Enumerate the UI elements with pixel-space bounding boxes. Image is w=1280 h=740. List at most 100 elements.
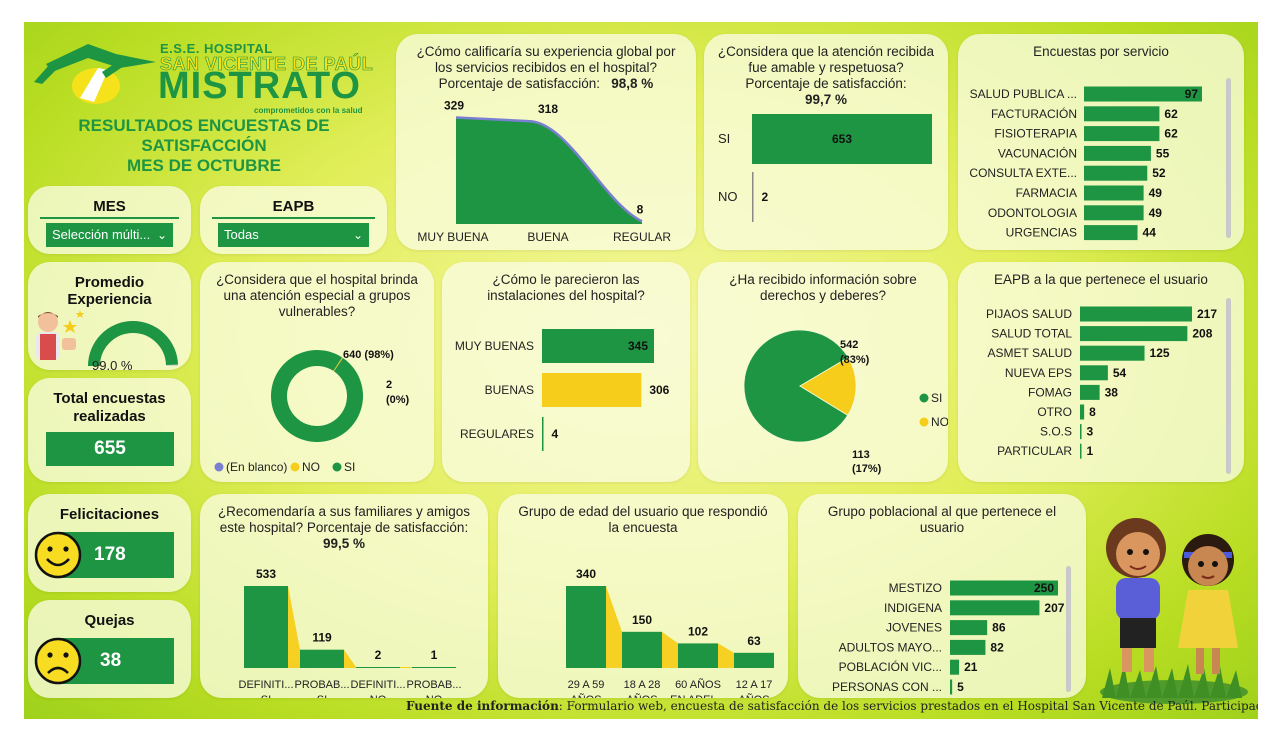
data-label: 21: [964, 660, 978, 674]
chart-instalaciones: MUY BUENAS 345 BUENAS 306 REGULARES 4: [455, 329, 670, 451]
area-series: [456, 117, 642, 224]
filter-mes-dropdown[interactable]: Selección múlti... ⌄: [46, 223, 173, 247]
x-tick-label: PROBAB...: [406, 679, 461, 691]
category-label: REGULARES: [460, 427, 534, 441]
filter-eapb-dropdown[interactable]: Todas ⌄: [218, 223, 369, 247]
chart-servicio-card: Encuestas por servicio SALUD PUBLICA ...…: [958, 34, 1244, 250]
category-label: ADULTOS MAYO...: [839, 640, 942, 654]
bar: [950, 580, 1058, 596]
x-tick-label: AÑOS: [570, 693, 601, 698]
category-label: PARTICULAR: [997, 444, 1072, 458]
kpi-quejas-value: 38: [100, 650, 122, 671]
bar: [300, 649, 344, 668]
data-label: 62: [1164, 127, 1178, 141]
bar: [542, 373, 642, 407]
category-label: PIJAOS SALUD: [986, 307, 1072, 321]
scrollbar[interactable]: [1066, 566, 1071, 692]
data-label: 3: [1087, 425, 1094, 439]
bar: [1084, 86, 1202, 102]
filter-eapb: EAPB Todas ⌄: [200, 186, 387, 254]
bar: [950, 659, 960, 675]
data-label: (83%): [840, 354, 870, 366]
children-illustration: [1100, 518, 1248, 704]
category-label: NO: [718, 189, 738, 204]
category-label: SALUD PUBLICA ...: [970, 87, 1077, 101]
data-label: 38: [1105, 385, 1119, 399]
ribbon: [662, 631, 678, 668]
kpi-felicitaciones: Felicitaciones 178: [28, 494, 191, 592]
data-label: 640 (98%): [343, 349, 394, 361]
scrollbar[interactable]: [1226, 298, 1231, 474]
data-label: 8: [637, 202, 644, 216]
logo-line4: comprometidos con la salud: [254, 106, 363, 115]
category-label: MESTIZO: [889, 581, 942, 595]
bar: [752, 114, 932, 164]
data-label: 150: [632, 613, 652, 627]
bar: [950, 620, 988, 636]
x-tick-label: 18 A 28: [624, 679, 661, 691]
x-tick-label: 29 A 59: [568, 679, 605, 691]
data-label: 62: [1164, 107, 1178, 121]
bar: [1080, 365, 1108, 381]
legend-marker: [332, 462, 342, 472]
kpi-quejas: Quejas 38: [28, 600, 191, 698]
kpi-promedio-value: 99,0 %: [92, 358, 133, 370]
logo-line1: E.S.E. HOSPITAL: [160, 41, 273, 56]
promedio-gauge: [88, 321, 178, 367]
x-tick-label: 12 A 17: [736, 679, 773, 691]
bar: [1084, 205, 1144, 221]
data-label: 318: [538, 102, 558, 116]
data-label: 653: [832, 132, 852, 146]
chart-vulnerables-card: ¿Considera que el hospital brinda una at…: [200, 262, 434, 482]
category-label: URGENCIAS: [1006, 226, 1077, 240]
category-label: INDIGENA: [884, 601, 942, 615]
legend-label: NO: [931, 415, 948, 429]
x-tick-label: NO: [426, 694, 443, 698]
category-label: CONSULTA EXTE...: [969, 166, 1077, 180]
data-label: 4: [552, 427, 559, 441]
category-label: ODONTOLOGIA: [988, 206, 1077, 220]
bar: [244, 586, 288, 668]
legend-marker: [214, 462, 224, 472]
x-tick-label: BUENA: [527, 230, 568, 244]
data-label: 340: [576, 567, 596, 581]
kpi-promedio-title: Promedio Experiencia: [67, 274, 152, 308]
category-label: ASMET SALUD: [988, 346, 1073, 360]
x-tick-label: AÑOS: [626, 693, 657, 698]
data-label: 1: [1087, 444, 1094, 458]
bar: [752, 172, 754, 222]
smiley-sad-icon: [34, 637, 82, 685]
bar: [356, 667, 400, 668]
chart-recomendaria-card: ¿Recomendaría a sus familiares y amigos …: [200, 494, 488, 698]
bar: [622, 631, 662, 668]
x-tick-label: EN ADEL...: [670, 694, 726, 698]
data-label: 52: [1152, 166, 1166, 180]
legend-label: NO: [302, 460, 320, 474]
data-label: 1: [431, 648, 438, 662]
category-label: MUY BUENAS: [455, 339, 534, 353]
ribbon: [288, 586, 300, 668]
chart-eapb: PIJAOS SALUD 217 SALUD TOTAL 208 ASMET SALUD…: [986, 306, 1217, 459]
ribbon: [400, 667, 412, 668]
data-label: 2: [375, 648, 382, 662]
data-label: 54: [1113, 366, 1127, 380]
bar: [542, 329, 654, 363]
bar: [1080, 424, 1082, 440]
data-label: 86: [992, 621, 1006, 635]
legend-marker: [919, 417, 929, 427]
category-label: FARMACIA: [1016, 186, 1077, 200]
category-label: FISIOTERAPIA: [994, 127, 1077, 141]
bar: [1084, 145, 1151, 161]
x-tick-label: PROBAB...: [294, 679, 349, 691]
ribbon: [344, 649, 356, 668]
data-label: 8: [1089, 405, 1096, 419]
data-label: 55: [1156, 146, 1170, 160]
filter-mes: MES Selección múlti... ⌄: [28, 186, 191, 254]
bar: [1084, 165, 1148, 181]
data-label: 217: [1197, 307, 1217, 321]
thumbs-up-person-icon: [36, 310, 84, 360]
bar: [1084, 126, 1160, 142]
data-label: 82: [990, 640, 1004, 654]
chart-vulnerables: 640 (98%) 2 (0%) (En blanco) NO SI: [214, 349, 410, 474]
scrollbar[interactable]: [1226, 78, 1231, 238]
